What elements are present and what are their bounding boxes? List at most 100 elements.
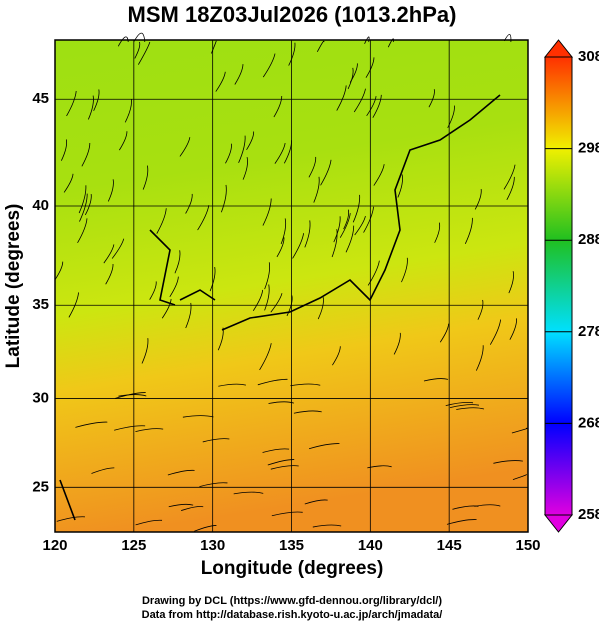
streamline — [512, 474, 527, 480]
streamline — [446, 519, 477, 525]
streamline — [149, 281, 157, 300]
footer-line: Drawing by DCL (https://www.gfd-dennou.o… — [142, 595, 442, 607]
streamline — [270, 465, 299, 470]
streamline — [118, 394, 147, 397]
streamline — [233, 491, 264, 495]
streamline — [56, 516, 86, 522]
y-axis-label: Latitude (degrees) — [3, 204, 24, 369]
streamline — [428, 89, 435, 108]
coastline — [59, 94, 501, 521]
streamline — [292, 233, 305, 259]
streamline — [332, 346, 341, 366]
footer-line: Data from http://database.rish.kyoto-u.a… — [142, 609, 443, 621]
streamline — [81, 143, 91, 167]
streamline — [103, 244, 115, 264]
streamline — [489, 319, 502, 345]
x-tick-label: 150 — [515, 537, 540, 554]
streamline — [423, 378, 449, 382]
streamline — [280, 218, 287, 245]
streamline — [452, 505, 479, 510]
streamline — [105, 263, 114, 285]
streamline — [308, 443, 340, 450]
streamline — [317, 297, 324, 320]
streamline — [60, 139, 67, 161]
streamline — [367, 260, 380, 286]
streamline — [225, 143, 232, 164]
streamline — [182, 415, 214, 418]
streamline — [313, 176, 320, 203]
streamline — [107, 179, 114, 202]
streamline — [264, 262, 271, 290]
streamline — [202, 438, 230, 443]
streamline — [312, 524, 342, 528]
streamline — [78, 185, 87, 214]
streamline — [493, 460, 523, 464]
streamline — [234, 64, 244, 85]
streamline — [137, 41, 151, 65]
streamline — [209, 266, 216, 292]
streamline — [477, 299, 484, 320]
colorbar-extend-top — [543, 39, 574, 58]
streamline — [68, 292, 79, 318]
streamline — [63, 173, 74, 193]
streamline — [352, 194, 361, 223]
streamline — [365, 57, 375, 78]
streamline — [434, 222, 441, 243]
streamline — [267, 459, 295, 466]
streamline — [199, 482, 228, 487]
streamline — [316, 40, 325, 53]
streamline — [276, 237, 285, 258]
streamline — [464, 217, 473, 244]
streamline — [439, 323, 449, 343]
streamline — [270, 293, 283, 313]
colorbar-tick-label: 298 — [578, 140, 599, 157]
streamline — [142, 165, 149, 190]
streamline — [135, 428, 164, 433]
streamline — [372, 94, 382, 118]
streamline — [156, 208, 167, 234]
streamline — [77, 218, 88, 244]
streamline — [134, 41, 141, 59]
streamline — [242, 157, 248, 180]
streamline — [181, 506, 204, 511]
streamline — [343, 209, 350, 230]
streamline — [397, 174, 403, 198]
streamline — [366, 96, 377, 117]
streamlines — [54, 32, 528, 532]
streamline — [262, 198, 272, 226]
streamline — [218, 383, 247, 387]
streamline — [252, 289, 264, 311]
streamline — [508, 271, 514, 294]
streamline — [393, 332, 401, 355]
streamline — [66, 90, 77, 117]
streamline — [268, 401, 295, 404]
x-axis-label: Longitude (degrees) — [201, 558, 384, 579]
x-tick-label: 120 — [42, 537, 67, 554]
streamline — [87, 95, 94, 120]
streamline — [345, 225, 355, 253]
x-tick-label: 135 — [279, 537, 304, 554]
y-tick-label: 45 — [32, 90, 49, 107]
streamline — [373, 164, 385, 186]
streamline — [194, 525, 217, 532]
streamline — [304, 220, 311, 248]
streamline — [262, 448, 290, 453]
streamline — [75, 421, 108, 428]
x-tick-label: 125 — [121, 537, 146, 554]
streamline — [293, 410, 322, 414]
streamline — [141, 338, 149, 364]
colorbar-tick-label: 288 — [578, 231, 599, 248]
streamline — [288, 42, 296, 66]
colorbar-tick-label: 268 — [578, 414, 599, 431]
streamline — [387, 38, 394, 48]
streamline — [168, 503, 194, 508]
streamline — [179, 137, 191, 157]
y-tick-label: 35 — [32, 296, 49, 313]
streamline — [320, 159, 332, 186]
streamline — [215, 71, 226, 92]
colorbar-tick-label: 278 — [578, 323, 599, 340]
colorbar-extend-bottom — [543, 514, 574, 533]
streamline — [336, 85, 347, 111]
streamline — [257, 378, 288, 386]
streamline — [449, 404, 480, 408]
